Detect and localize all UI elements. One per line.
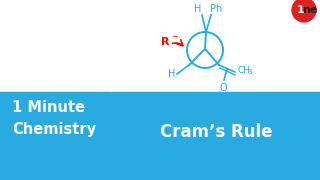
Bar [0,92,112,180]
Text: H: H [168,69,175,79]
Text: 1 Minute: 1 Minute [12,100,85,115]
Text: CH: CH [237,66,250,75]
Text: Chemistry: Chemistry [12,122,96,137]
Text: R: R [161,37,169,47]
Text: ne: ne [302,5,318,15]
Text: 3: 3 [247,69,252,75]
Text: Ph: Ph [210,4,222,14]
Text: O: O [219,83,227,93]
Circle shape [292,0,316,22]
Text: H: H [194,4,201,14]
Text: 1: 1 [297,5,305,15]
Text: −: − [171,33,177,42]
Bar [0,0,112,92]
Bar [112,0,320,92]
Bar [112,92,320,180]
Text: Cram’s Rule: Cram’s Rule [160,123,272,141]
